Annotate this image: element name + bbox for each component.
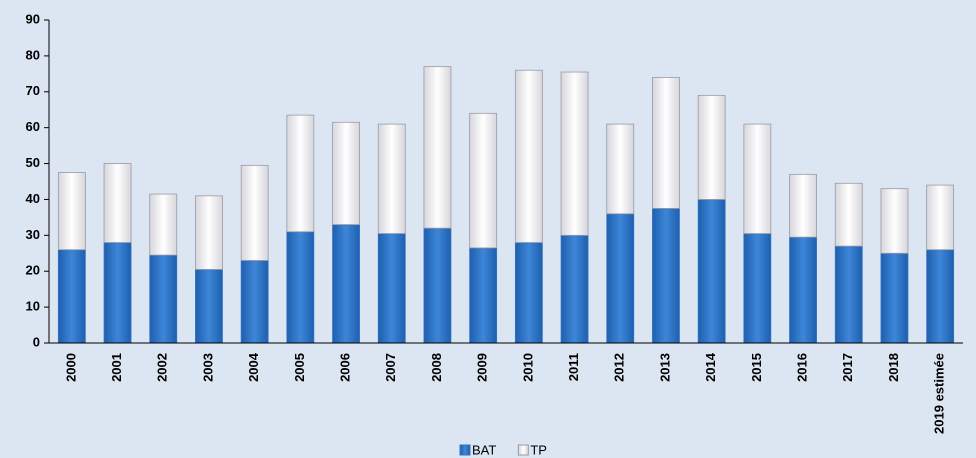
- bar-segment: [606, 123, 635, 215]
- bar-segment: [606, 213, 635, 344]
- bar-segment: [834, 182, 863, 247]
- x-tick-label: 2013: [657, 353, 672, 382]
- bar-segment: [195, 195, 223, 270]
- y-tick-label: 70: [26, 83, 40, 98]
- bar-segment: [743, 233, 772, 344]
- x-tick-label: 2001: [109, 353, 124, 382]
- bar-segment: [103, 242, 132, 344]
- y-tick-label: 20: [26, 263, 40, 278]
- bar-segment: [332, 224, 360, 344]
- bar-segment: [469, 112, 498, 249]
- x-tick-label: 2018: [886, 353, 901, 382]
- x-tick-label: 2017: [840, 353, 855, 382]
- bar-segment: [377, 233, 406, 344]
- y-tick-label: 60: [26, 119, 40, 134]
- x-tick-label: 2009: [475, 353, 490, 382]
- legend-label: TP: [530, 442, 547, 457]
- x-tick-label: 2016: [794, 353, 809, 382]
- y-tick-label: 50: [26, 155, 40, 170]
- x-tick-label: 2006: [337, 353, 352, 382]
- bar-segment: [743, 123, 772, 234]
- bar-segment: [286, 114, 315, 233]
- legend-label: BAT: [472, 442, 496, 457]
- bar-segment: [149, 254, 178, 344]
- x-tick-label: 2005: [292, 353, 307, 382]
- bar-segment: [377, 123, 406, 234]
- y-tick-label: 10: [26, 299, 40, 314]
- bar-segment: [652, 208, 680, 344]
- x-tick-label: 2007: [383, 353, 398, 382]
- x-tick-label: 2011: [566, 353, 581, 381]
- bar-segment: [286, 231, 315, 344]
- bar-segment: [652, 77, 680, 209]
- bar-segment: [149, 193, 178, 256]
- bar-segment: [926, 249, 955, 344]
- y-tick-label: 0: [33, 334, 40, 349]
- x-tick-label: 2010: [520, 353, 535, 382]
- bar-segment: [514, 242, 543, 344]
- legend-swatch: [459, 444, 471, 456]
- x-tick-label: 2008: [429, 353, 444, 382]
- x-tick-label: 2000: [63, 353, 78, 382]
- y-tick-label: 30: [26, 227, 40, 242]
- x-tick-label: 2012: [612, 353, 627, 382]
- x-tick-label: 2002: [155, 353, 170, 382]
- bar-segment: [423, 66, 452, 229]
- bar-segment: [195, 269, 223, 344]
- bar-segment: [57, 172, 86, 251]
- bar-segment: [423, 227, 452, 344]
- bar-segment: [240, 164, 269, 261]
- bar-segment: [789, 236, 817, 344]
- bar-segment: [697, 199, 726, 344]
- x-tick-label: 2019 estimée: [932, 353, 947, 434]
- bar-segment: [469, 247, 498, 344]
- bar-segment: [880, 188, 909, 254]
- x-tick-label: 2003: [200, 353, 215, 382]
- bar-segment: [103, 163, 132, 243]
- bar-segment: [697, 94, 726, 200]
- y-tick-label: 90: [26, 11, 40, 26]
- bar-segment: [514, 69, 543, 243]
- bar-segment: [926, 184, 955, 251]
- x-tick-label: 2014: [703, 352, 718, 382]
- bar-segment: [332, 121, 360, 225]
- x-tick-label: 2004: [246, 352, 261, 382]
- bar-segment: [57, 249, 86, 344]
- bar-segment: [834, 245, 863, 344]
- legend-swatch: [517, 444, 529, 456]
- x-tick-label: 2015: [749, 353, 764, 382]
- bar-segment: [240, 260, 269, 344]
- bar-segment: [560, 71, 589, 236]
- bar-segment: [789, 173, 817, 238]
- bar-segment: [880, 252, 909, 344]
- y-tick-label: 80: [26, 47, 40, 62]
- y-tick-label: 40: [26, 191, 40, 206]
- bar-segment: [560, 234, 589, 344]
